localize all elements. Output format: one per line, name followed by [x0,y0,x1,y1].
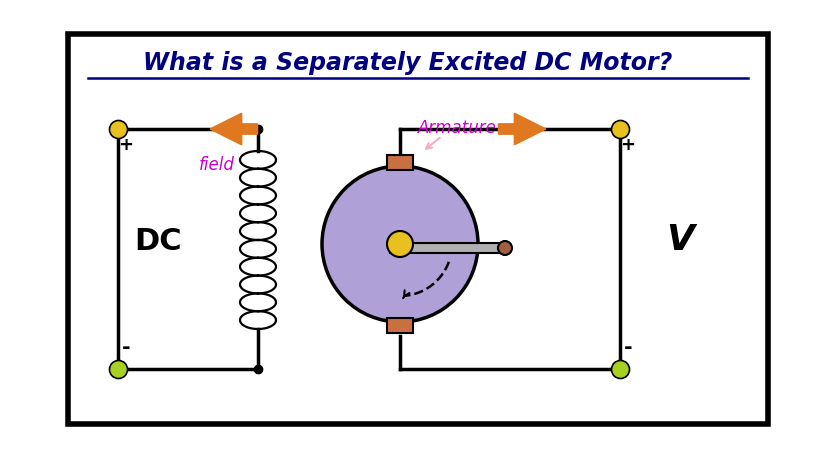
Text: field: field [199,156,235,174]
Bar [390,243,505,253]
Bar [387,318,413,333]
Text: What is a Separately Excited DC Motor?: What is a Separately Excited DC Motor? [143,51,673,75]
Circle shape [322,167,478,322]
Text: +: + [118,136,133,154]
Text: V: V [666,223,694,257]
Text: DC: DC [134,226,182,256]
Text: -: - [122,337,131,357]
Circle shape [498,241,512,256]
Bar [387,156,413,171]
Circle shape [387,231,413,257]
Text: +: + [620,136,635,154]
Text: -: - [623,337,633,357]
Bar [68,35,768,424]
Text: Armature: Armature [418,119,497,137]
